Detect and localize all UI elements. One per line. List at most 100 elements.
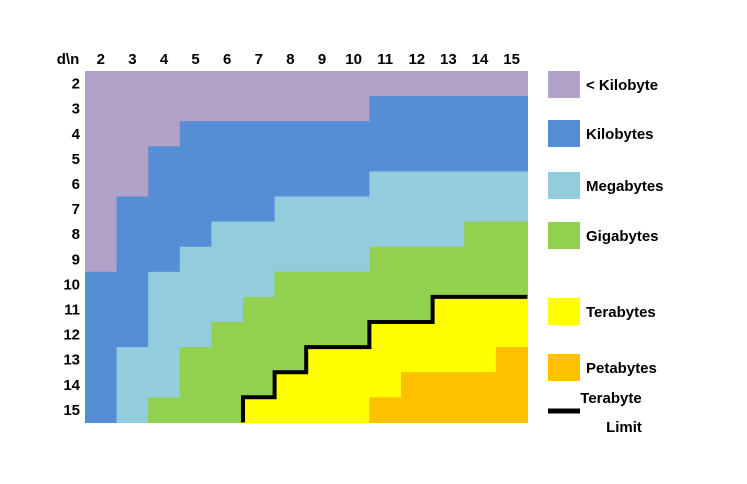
heatmap-cell-d2-n10 (337, 71, 370, 97)
x-tick-label: 7 (255, 51, 263, 68)
heatmap-cell-d13-n10 (337, 347, 370, 373)
heatmap-cell-d11-n2 (85, 296, 118, 323)
heatmap-cell-d8-n4 (148, 221, 181, 248)
heatmap-cell-d3-n13 (432, 96, 465, 122)
heatmap-cell-d13-n13 (432, 347, 465, 373)
heatmap-cell-d8-n15 (495, 221, 528, 248)
heatmap-cell-d4-n14 (464, 121, 497, 147)
heatmap-cell-d7-n8 (274, 196, 307, 223)
heatmap-cell-d10-n6 (211, 271, 244, 298)
heatmap-cell-d14-n12 (401, 372, 434, 398)
heatmap-cell-d13-n9 (306, 347, 339, 373)
heatmap-cell-d11-n14 (464, 296, 497, 323)
heatmap-cell-d6-n3 (116, 171, 149, 198)
heatmap-cell-d15-n4 (148, 397, 181, 423)
heatmap-cell-d12-n4 (148, 322, 181, 348)
heatmap-cell-d7-n11 (369, 196, 402, 223)
heatmap-cell-d3-n14 (464, 96, 497, 122)
heatmap-cell-d4-n3 (116, 121, 149, 147)
heatmap-cell-d10-n4 (148, 271, 181, 298)
heatmap-cell-d13-n3 (116, 347, 149, 373)
x-tick-label: 13 (440, 51, 457, 68)
heatmap-cell-d7-n2 (85, 196, 118, 223)
heatmap-cell-d2-n8 (274, 71, 307, 97)
heatmap-cell-d12-n12 (401, 322, 434, 348)
heatmap-cell-d14-n7 (243, 372, 276, 398)
x-tick-label: 9 (318, 51, 326, 68)
y-tick-label: 14 (63, 377, 80, 394)
legend-label-gb: Gigabytes (586, 228, 659, 245)
legend-swatch-tb (548, 298, 580, 325)
heatmap-cell-d2-n15 (495, 71, 528, 97)
heatmap-cell-d8-n7 (243, 221, 276, 248)
heatmap-cell-d5-n5 (179, 146, 212, 172)
heatmap-cell-d14-n15 (495, 372, 528, 398)
heatmap-cell-d6-n12 (401, 171, 434, 198)
heatmap-cell-d9-n10 (337, 246, 370, 273)
heatmap-cell-d5-n7 (243, 146, 276, 172)
heatmap-cell-d15-n6 (211, 397, 244, 423)
heatmap-cell-d13-n7 (243, 347, 276, 373)
heatmap-cell-d10-n7 (243, 271, 276, 298)
legend-limit-label-line2: Limit (606, 419, 642, 436)
heatmap-cell-d8-n12 (401, 221, 434, 248)
heatmap-cell-d8-n2 (85, 221, 118, 248)
heatmap-cell-d3-n4 (148, 96, 181, 122)
heatmap-cell-d3-n5 (179, 96, 212, 122)
heatmap-cell-d15-n5 (179, 397, 212, 423)
heatmap-cell-d3-n11 (369, 96, 402, 122)
heatmap-cell-d5-n9 (306, 146, 339, 172)
heatmap-cell-d12-n8 (274, 322, 307, 348)
heatmap-cell-d3-n8 (274, 96, 307, 122)
heatmap-cell-d6-n9 (306, 171, 339, 198)
heatmap-cell-d15-n14 (464, 397, 497, 423)
heatmap-cell-d7-n12 (401, 196, 434, 223)
heatmap-cell-d14-n13 (432, 372, 465, 398)
heatmap-cell-d14-n11 (369, 372, 402, 398)
heatmap-cell-d6-n10 (337, 171, 370, 198)
heatmap-cell-d8-n6 (211, 221, 244, 248)
heatmap-cell-d9-n12 (401, 246, 434, 273)
heatmap-cell-d14-n2 (85, 372, 118, 398)
heatmap-cell-d12-n15 (495, 322, 528, 348)
heatmap-cell-d15-n2 (85, 397, 118, 423)
legend-label-pb: Petabytes (586, 360, 657, 377)
x-tick-label: 8 (286, 51, 294, 68)
heatmap-cell-d15-n10 (337, 397, 370, 423)
x-tick-label: 5 (191, 51, 199, 68)
legend-label-tb: Terabytes (586, 304, 656, 321)
heatmap-cell-d12-n5 (179, 322, 212, 348)
heatmap-cell-d10-n11 (369, 271, 402, 298)
heatmap-cell-d10-n12 (401, 271, 434, 298)
heatmap-cell-d2-n12 (401, 71, 434, 97)
heatmap-cell-d13-n5 (179, 347, 212, 373)
heatmap-cell-d10-n13 (432, 271, 465, 298)
heatmap-cell-d13-n6 (211, 347, 244, 373)
heatmap-cell-d6-n7 (243, 171, 276, 198)
heatmap-cell-d2-n9 (306, 71, 339, 97)
heatmap-cell-d14-n5 (179, 372, 212, 398)
heatmap-cell-d8-n5 (179, 221, 212, 248)
y-tick-label: 10 (63, 276, 80, 293)
heatmap-cell-d5-n10 (337, 146, 370, 172)
heatmap-cell-d6-n13 (432, 171, 465, 198)
heatmap-cell-d2-n14 (464, 71, 497, 97)
heatmap-cell-d10-n10 (337, 271, 370, 298)
heatmap-cell-d3-n3 (116, 96, 149, 122)
legend-swatch-pb (548, 354, 580, 381)
heatmap-cell-d2-n4 (148, 71, 181, 97)
x-tick-label: 4 (160, 51, 169, 68)
legend-label-kb: Kilobytes (586, 126, 654, 143)
heatmap-cell-d13-n4 (148, 347, 181, 373)
y-tick-label: 4 (72, 126, 81, 143)
heatmap-cell-d14-n6 (211, 372, 244, 398)
heatmap-cell-d7-n4 (148, 196, 181, 223)
y-tick-label: 13 (63, 352, 80, 369)
x-tick-label: 3 (128, 51, 136, 68)
heatmap-cell-d15-n15 (495, 397, 528, 423)
corner-label: d\n (57, 51, 80, 68)
heatmap-cell-d4-n12 (401, 121, 434, 147)
heatmap-cell-d7-n3 (116, 196, 149, 223)
heatmap-cell-d4-n6 (211, 121, 244, 147)
x-tick-label: 6 (223, 51, 231, 68)
